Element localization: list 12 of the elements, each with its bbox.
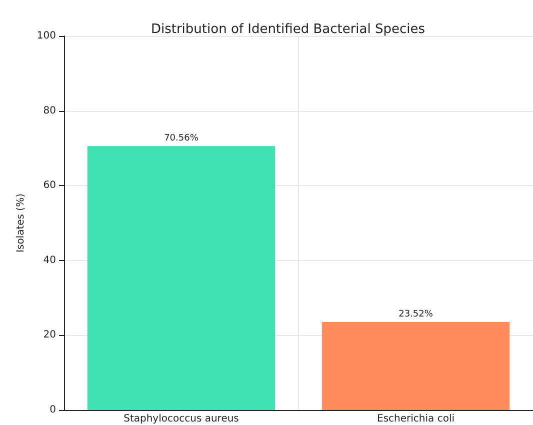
x-tick-label: Escherichia coli [376,414,454,424]
y-tick-label: 0 [50,404,56,416]
data-label: 23.52% [398,310,434,320]
y-tick-label: 60 [43,180,56,192]
y-tick-label: 40 [43,254,56,266]
y-tick-label: 20 [43,330,56,341]
chart-title: Distribution of Identified Bacterial Species [150,22,426,37]
y-tick-label: 80 [43,105,56,116]
y-axis-title: Isolates (%) [16,193,26,252]
data-label: 70.56% [164,134,199,144]
y-tick-label: 100 [36,30,56,42]
x-tick-label: Staphylococcus aureus [124,414,239,424]
